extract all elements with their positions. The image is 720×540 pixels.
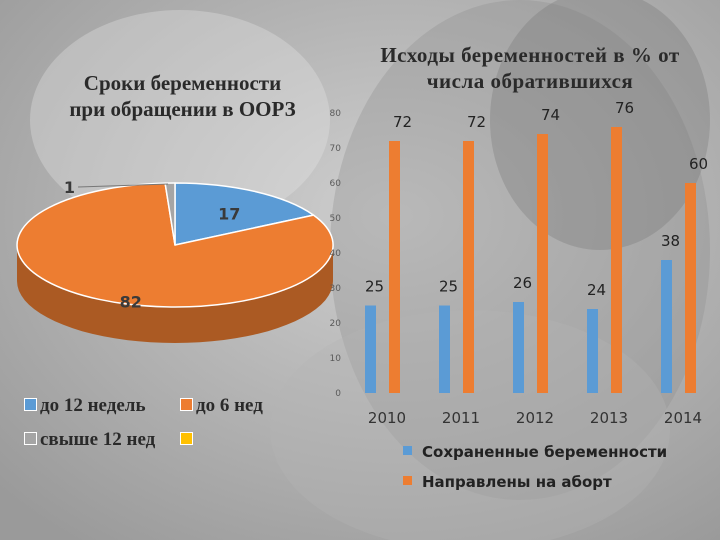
pie-data-label-1: 17 [218, 205, 240, 224]
pie-data-label-2: 82 [120, 292, 142, 311]
bar-chart-title: Исходы беременностей в % от числа обрати… [345, 42, 715, 94]
bar-data-label: 24 [587, 281, 606, 299]
bar-legend-label-2: Направлены на аборт [422, 473, 612, 491]
pie-slice-side [17, 245, 333, 343]
y-tick-label: 20 [330, 319, 342, 329]
pie-legend-label-3: свыше 12 нед [40, 429, 156, 450]
pie-legend-label-1: до 12 недель [40, 395, 146, 416]
legend-swatch-orange [403, 476, 412, 485]
bar-abortion-2010 [389, 141, 400, 393]
legend-swatch-orange [180, 398, 193, 412]
bar-abortion-2011 [463, 141, 474, 393]
bar-title-line-1: Исходы беременностей в % от [380, 43, 680, 67]
bar-data-label: 60 [689, 155, 708, 173]
y-tick-label: 50 [330, 214, 342, 224]
pie-legend-label-2: до 6 нед [196, 395, 263, 416]
bar-abortion-2012 [537, 134, 548, 393]
y-tick-label: 10 [330, 354, 342, 364]
bar-abortion-2013 [611, 127, 622, 393]
x-tick-label: 2010 [368, 409, 406, 427]
bar-abortion-2014 [685, 183, 696, 393]
y-tick-label: 70 [330, 144, 342, 154]
legend-swatch-blue [24, 398, 37, 412]
pie-legend-item-3: свыше 12 нед [24, 429, 155, 451]
pie-chart-title: Сроки беременности при обращении в ООРЗ [40, 70, 325, 122]
bar-saved-2011 [439, 305, 450, 393]
x-tick-label: 2014 [664, 409, 702, 427]
bar-legend-item-2: Направлены на аборт [403, 473, 612, 491]
bar-title-line-2: числа обратившихся [426, 69, 634, 93]
legend-swatch-yellow [180, 432, 193, 446]
bar-chart: 0 10 20 30 40 50 60 70 80 2010 25 72 2011 25 72 2012 26 7… [330, 99, 709, 427]
pie-slice-3 [164, 182, 176, 246]
x-tick-label: 2011 [442, 409, 480, 427]
y-tick-label: 60 [330, 179, 342, 189]
pie-legend-item-2: до 6 нед [180, 395, 263, 417]
legend-swatch-gray [24, 432, 37, 446]
x-tick-label: 2012 [516, 409, 554, 427]
bar-saved-2012 [513, 302, 524, 393]
y-tick-label: 40 [330, 249, 342, 259]
bar-data-label: 26 [513, 274, 532, 292]
bar-data-label: 72 [467, 113, 486, 131]
pie-slice-1 [174, 182, 315, 246]
pie-data-label-3: 1 [64, 178, 75, 197]
bar-saved-2013 [587, 309, 598, 393]
legend-swatch-blue [403, 446, 412, 455]
bar-data-label: 74 [541, 106, 560, 124]
x-tick-label: 2013 [590, 409, 628, 427]
pie-legend-item-1: до 12 недель [24, 395, 146, 417]
pie-title-line-1: Сроки беременности [83, 71, 282, 95]
pie-legend-item-4 [180, 429, 196, 451]
bar-data-label: 72 [393, 113, 412, 131]
y-tick-label: 80 [330, 109, 342, 119]
pie-chart: 17 82 1 [16, 178, 334, 343]
bar-data-label: 38 [661, 232, 680, 250]
y-tick-label: 0 [335, 389, 341, 399]
bar-data-label: 25 [365, 278, 384, 296]
pie-leader-line [78, 183, 169, 188]
bar-saved-2010 [365, 305, 376, 393]
bar-legend-item-1: Сохраненные беременности [403, 443, 667, 461]
bar-data-label: 76 [615, 99, 634, 117]
pie-title-line-2: при обращении в ООРЗ [69, 97, 296, 121]
y-tick-label: 30 [330, 284, 342, 294]
bar-legend-label-1: Сохраненные беременности [422, 443, 668, 461]
bar-data-label: 25 [439, 278, 458, 296]
bar-saved-2014 [661, 260, 672, 393]
